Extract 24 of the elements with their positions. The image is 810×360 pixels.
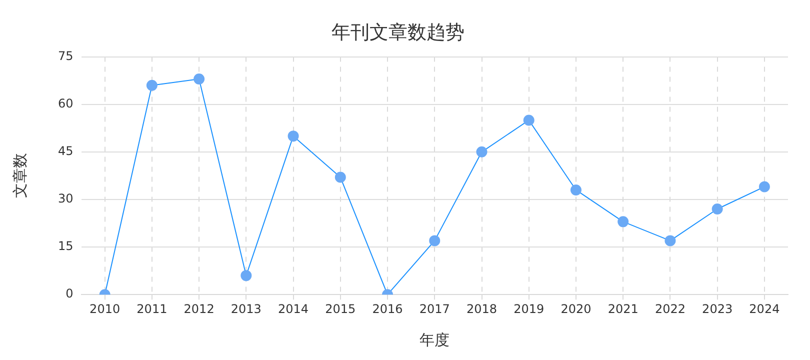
y-tick-label: 45	[58, 144, 74, 158]
y-axis-title: 文章数	[10, 153, 29, 198]
x-tick-label: 2021	[608, 302, 638, 316]
x-tick-label: 2014	[278, 302, 309, 316]
x-tick-label: 2012	[184, 302, 214, 316]
x-tick-label: 2010	[90, 302, 120, 316]
x-tick-label: 2015	[325, 302, 356, 316]
x-tick-label: 2018	[466, 302, 498, 316]
chart-title: 年刊文章数趋势	[332, 21, 464, 44]
y-tick-label: 60	[58, 96, 74, 110]
x-tick-label: 2020	[560, 302, 592, 316]
x-axis-title: 年度	[420, 330, 450, 349]
x-tick-label: 2016	[372, 302, 403, 316]
y-tick-label: 30	[58, 192, 74, 206]
x-tick-label: 2013	[230, 302, 262, 316]
y-tick-label: 75	[58, 48, 74, 63]
y-tick-label: 0	[66, 286, 74, 301]
x-tick-label: 2022	[654, 302, 686, 316]
x-tick-label: 2011	[136, 302, 168, 316]
x-tick-label: 2023	[702, 302, 733, 316]
y-tick-label: 15	[58, 239, 74, 254]
x-tick-label: 2024	[749, 302, 780, 316]
x-tick-label: 2017	[419, 302, 450, 316]
x-tick-label: 2019	[514, 302, 544, 316]
